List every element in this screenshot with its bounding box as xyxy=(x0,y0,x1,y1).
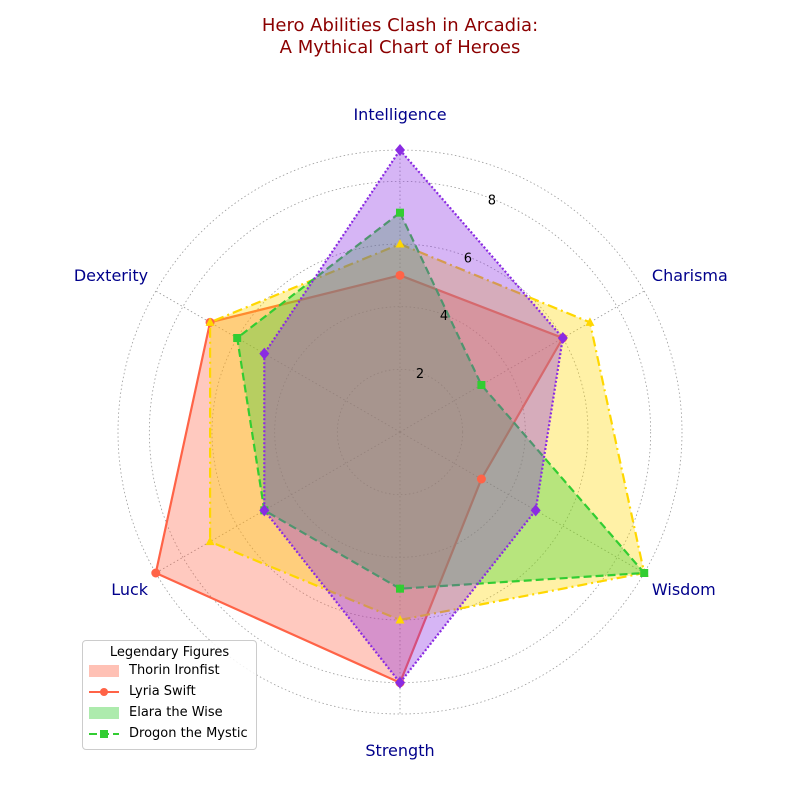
data-point-drogon-the-mystic xyxy=(259,347,270,360)
axis-label-intelligence: Intelligence xyxy=(353,105,446,124)
series-area-lyria-swift xyxy=(210,244,645,620)
data-point-drogon-the-mystic xyxy=(395,676,405,689)
axis-label-strength: Strength xyxy=(365,741,434,760)
data-point-drogon-the-mystic xyxy=(530,504,541,517)
data-point-elara-the-wise xyxy=(396,208,404,217)
legend: Legendary Figures Thorin Ironfist Lyria S… xyxy=(82,640,257,750)
data-point-thorin-ironfist xyxy=(151,568,161,578)
data-point-drogon-the-mystic xyxy=(259,504,270,517)
radial-tick-label: 6 xyxy=(464,251,472,266)
spoke-gridline xyxy=(399,431,645,574)
data-point-elara-the-wise xyxy=(396,584,404,593)
legend-label: Drogon the Mystic xyxy=(129,726,248,741)
legend-swatch xyxy=(89,664,119,677)
data-point-thorin-ironfist xyxy=(395,270,405,280)
data-point-thorin-ironfist xyxy=(476,474,486,484)
legend-entry: Thorin Ironfist xyxy=(83,660,256,681)
spoke-gridline xyxy=(155,431,401,574)
legend-label: Elara the Wise xyxy=(129,705,223,720)
legend-title: Legendary Figures xyxy=(109,645,230,660)
data-point-lyria-swift xyxy=(205,317,215,326)
radial-tick-label: 4 xyxy=(440,309,448,324)
radial-gridline xyxy=(148,180,652,684)
series-area-thorin-ironfist xyxy=(155,275,563,683)
data-point-lyria-swift xyxy=(205,536,215,546)
legend-label: Thorin Ironfist xyxy=(129,663,220,678)
legend-entry: Drogon the Mystic xyxy=(83,723,256,744)
data-point-drogon-the-mystic xyxy=(557,332,568,344)
data-point-elara-the-wise xyxy=(477,381,486,389)
data-point-elara-the-wise xyxy=(233,334,242,342)
chart-title-line-1: Hero Abilities Clash in Arcadia: xyxy=(262,15,538,36)
axis-label-wisdom: Wisdom xyxy=(652,580,716,599)
radial-gridline xyxy=(336,368,464,496)
spoke-gridline xyxy=(399,290,645,433)
data-point-lyria-swift xyxy=(395,239,405,248)
radar-axis-labels: 2 4 6 8 Intelligence Charisma Wisdom Strength Lu… xyxy=(74,105,728,760)
series-area-elara-the-wise xyxy=(237,212,645,589)
axis-label-charisma: Charisma xyxy=(652,266,728,285)
data-point-elara-the-wise xyxy=(640,569,649,577)
spoke-gridline xyxy=(155,290,401,433)
data-point-drogon-the-mystic xyxy=(395,144,405,156)
chart-title-line-2: A Mythical Chart of Heroes xyxy=(280,37,521,58)
legend-line-marker xyxy=(89,686,119,698)
series-area-drogon-the-mystic xyxy=(264,150,563,683)
axis-label-luck: Luck xyxy=(111,580,149,599)
data-point-lyria-swift xyxy=(585,317,595,326)
legend-swatch xyxy=(89,706,119,719)
legend-line-marker xyxy=(89,728,119,740)
radar-series xyxy=(154,148,647,685)
data-point-lyria-swift xyxy=(395,615,405,624)
legend-entry: Lyria Swift xyxy=(83,681,256,702)
radar-markers xyxy=(151,144,649,689)
radial-tick-label: 2 xyxy=(416,367,424,382)
radial-gridline xyxy=(211,243,589,621)
legend-label: Lyria Swift xyxy=(129,684,196,699)
radial-tick-label: 8 xyxy=(488,193,496,208)
legend-entry: Elara the Wise xyxy=(83,702,256,723)
axis-label-dexterity: Dexterity xyxy=(74,266,148,285)
